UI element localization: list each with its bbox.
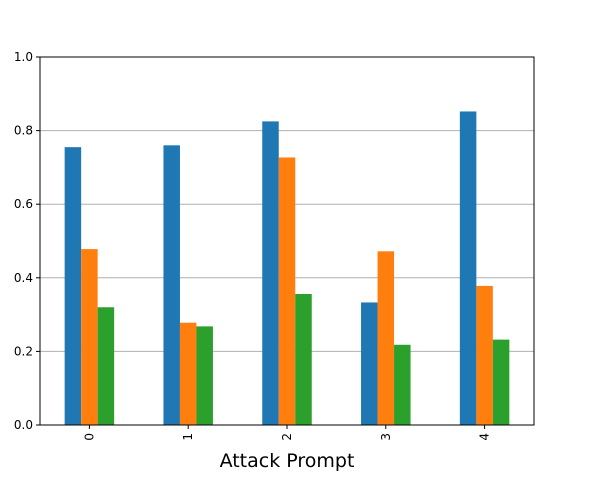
y-tick-label: 0.4: [14, 271, 33, 285]
x-tick-label: 3: [379, 433, 393, 441]
bars: [64, 111, 510, 426]
bar-series-3-cat-1: [196, 326, 213, 425]
bar-series-2-cat-1: [179, 322, 197, 425]
bar-series-2-cat-4: [476, 285, 493, 425]
bar-series-1-cat-0: [64, 147, 82, 425]
bar-series-2-cat-0: [81, 249, 98, 425]
bar-series-3-cat-2: [295, 293, 312, 425]
y-tick-label: 0.6: [14, 197, 33, 211]
x-axis-ticks: 0 1 2 3 4: [82, 425, 492, 441]
bar-series-3-cat-0: [97, 307, 115, 425]
x-axis-title: Attack Prompt: [220, 450, 355, 472]
x-tick-label: 1: [181, 433, 195, 441]
y-tick-label: 1.0: [14, 50, 33, 64]
x-tick-label: 4: [478, 433, 492, 441]
bar-series-1-cat-4: [459, 111, 477, 426]
bar-series-2-cat-2: [278, 157, 296, 426]
bar-series-3-cat-3: [394, 344, 411, 425]
bar-series-1-cat-3: [361, 302, 378, 425]
y-tick-label: 0.2: [14, 344, 33, 358]
y-tick-label: 0.8: [14, 124, 33, 138]
bar-series-1-cat-2: [262, 121, 279, 426]
bar-series-2-cat-3: [377, 251, 395, 425]
x-tick-label: 2: [280, 433, 294, 441]
bar-series-1-cat-1: [163, 145, 180, 425]
bar-series-3-cat-4: [492, 339, 510, 425]
y-axis-ticks: 0.0 0.2 0.4 0.6 0.8 1.0: [14, 50, 40, 432]
y-tick-label: 0.0: [14, 418, 33, 432]
x-tick-label: 0: [82, 433, 96, 441]
